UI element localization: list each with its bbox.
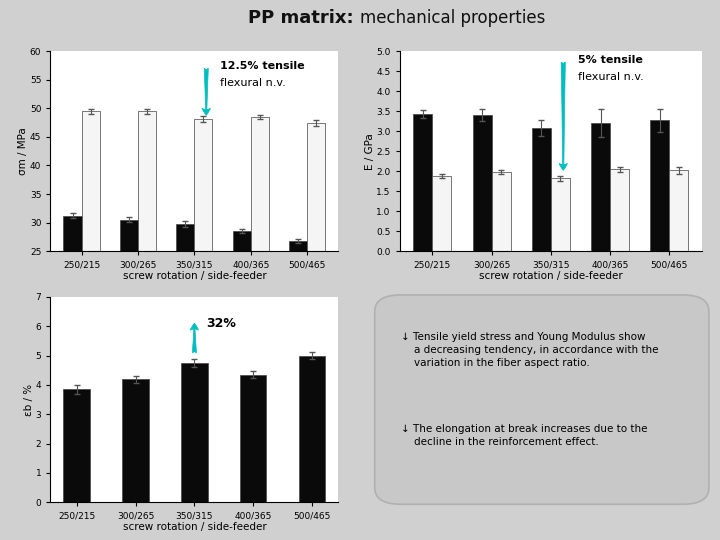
Bar [181, 363, 207, 502]
Bar [299, 356, 325, 502]
Bar [591, 123, 610, 251]
Bar [63, 389, 90, 502]
Bar [240, 375, 266, 502]
Bar [650, 120, 670, 251]
Bar [432, 176, 451, 251]
Text: 32%: 32% [206, 317, 236, 330]
Bar [122, 379, 149, 502]
Bar [176, 224, 194, 394]
Bar [138, 111, 156, 394]
Bar [551, 178, 570, 251]
X-axis label: screw rotation / side-feeder: screw rotation / side-feeder [122, 271, 266, 280]
Bar [307, 123, 325, 394]
Bar [233, 231, 251, 394]
Text: flexural n.v.: flexural n.v. [578, 72, 644, 82]
Text: flexural n.v.: flexural n.v. [220, 78, 286, 87]
Y-axis label: εb / %: εb / % [24, 383, 35, 416]
Bar [610, 169, 629, 251]
Y-axis label: E / GPa: E / GPa [365, 133, 375, 170]
Bar [63, 215, 81, 394]
X-axis label: screw rotation / side-feeder: screw rotation / side-feeder [122, 522, 266, 531]
Text: PP matrix:: PP matrix: [248, 9, 360, 26]
Text: ↓ The elongation at break increases due to the
    decline in the reinforcement : ↓ The elongation at break increases due … [401, 424, 647, 448]
X-axis label: screw rotation / side-feeder: screw rotation / side-feeder [479, 271, 623, 280]
Bar [194, 119, 212, 394]
Bar [289, 241, 307, 394]
Text: ↓ Tensile yield stress and Young Modulus show
    a decreasing tendency, in acco: ↓ Tensile yield stress and Young Modulus… [401, 332, 658, 368]
Bar [472, 115, 492, 251]
Text: 12.5% tensile: 12.5% tensile [220, 60, 305, 71]
Bar [120, 220, 138, 394]
Text: 5% tensile: 5% tensile [578, 55, 643, 65]
Bar [670, 171, 688, 251]
Bar [251, 117, 269, 394]
Y-axis label: σm / MPa: σm / MPa [19, 127, 29, 175]
Bar [413, 114, 432, 251]
Bar [492, 172, 510, 251]
FancyBboxPatch shape [374, 295, 709, 504]
Text: mechanical properties: mechanical properties [360, 9, 545, 26]
Bar [81, 111, 99, 394]
Bar [532, 129, 551, 251]
